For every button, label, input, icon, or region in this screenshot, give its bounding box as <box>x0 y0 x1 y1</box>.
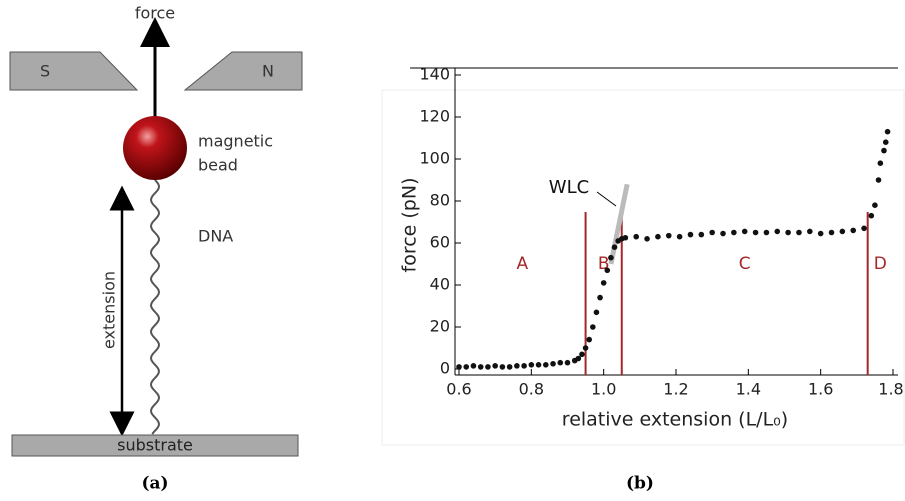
y-tick-label: 0 <box>440 359 450 378</box>
point <box>575 355 582 362</box>
x-tick-label: 1.0 <box>591 380 616 399</box>
y-tick-label: 60 <box>430 233 450 252</box>
point <box>492 363 498 369</box>
point <box>470 363 477 369</box>
bead <box>123 116 187 180</box>
x-tick-label: 1.6 <box>808 380 833 399</box>
point <box>872 202 878 208</box>
point <box>698 231 705 238</box>
force-label: force <box>135 4 175 23</box>
point <box>828 229 835 236</box>
dna-label: DNA <box>198 227 233 246</box>
point <box>586 336 592 343</box>
point <box>868 212 875 219</box>
point <box>785 229 791 236</box>
bead-label: magnetic <box>198 132 273 151</box>
substrate <box>11 434 299 457</box>
y-tick-label: 100 <box>419 149 450 168</box>
dna <box>149 179 161 435</box>
point <box>763 229 770 236</box>
magnet-label: N <box>262 62 274 81</box>
point <box>608 254 614 261</box>
y-tick-label: 120 <box>419 107 450 126</box>
point <box>579 351 585 358</box>
y-tick-label: 80 <box>430 191 450 210</box>
point <box>590 324 596 330</box>
point <box>687 231 694 238</box>
point <box>644 236 650 242</box>
point <box>655 233 661 240</box>
point <box>752 229 759 236</box>
caption: (a) <box>141 474 168 494</box>
point <box>720 230 726 237</box>
x-tick-label: 1.2 <box>663 380 688 399</box>
x-tick-label: 1.8 <box>878 380 903 399</box>
y-tick-label: 20 <box>430 317 450 336</box>
y-tick-label: 40 <box>430 275 450 294</box>
point <box>709 229 715 236</box>
region-label: D <box>874 254 887 274</box>
point <box>477 364 484 370</box>
point <box>877 160 884 166</box>
magnet-south <box>9 51 139 91</box>
x-tick-label: 1.4 <box>736 380 761 399</box>
magnet-north <box>183 51 303 91</box>
point <box>884 128 891 135</box>
point <box>528 362 535 368</box>
y-axis-label: force (pN) <box>399 178 421 273</box>
point <box>543 362 549 368</box>
x-axis-label: relative extension (L/L₀) <box>562 409 788 431</box>
point <box>600 280 607 286</box>
point <box>499 364 506 370</box>
point <box>741 228 748 235</box>
point <box>485 364 491 370</box>
point <box>817 230 824 237</box>
point <box>850 227 857 234</box>
y-tick-label: 140 <box>419 65 450 84</box>
point <box>521 363 527 369</box>
x-tick-label: 0.6 <box>446 380 471 399</box>
region-label: B <box>598 254 610 274</box>
point <box>597 294 603 301</box>
point <box>506 364 513 370</box>
wlc-label: WLC <box>549 177 589 198</box>
point <box>839 228 846 235</box>
point <box>881 147 887 154</box>
point <box>861 225 867 232</box>
point <box>882 139 889 145</box>
point <box>463 364 470 370</box>
point <box>676 233 683 240</box>
point <box>456 364 462 370</box>
point <box>796 229 802 236</box>
point <box>535 362 542 368</box>
region-label: C <box>739 254 751 274</box>
point <box>593 309 600 316</box>
point <box>611 244 618 250</box>
point <box>731 229 737 236</box>
wlc-leader <box>596 191 617 207</box>
caption: (b) <box>626 474 654 494</box>
x-tick-label: 0.8 <box>519 380 544 399</box>
point <box>582 345 589 351</box>
panel-frame <box>381 89 905 446</box>
point <box>875 177 882 183</box>
extension-label: extension <box>100 271 119 349</box>
bead-label: bead <box>198 156 238 175</box>
magnet-label: S <box>40 62 50 81</box>
point <box>633 233 640 240</box>
wlc-curve <box>608 183 630 265</box>
point <box>564 359 571 366</box>
point <box>604 267 611 274</box>
point <box>665 232 672 239</box>
point <box>514 363 520 369</box>
region-label: A <box>516 254 528 274</box>
point <box>774 228 781 235</box>
substrate-label: substrate <box>117 436 193 455</box>
point <box>622 234 629 241</box>
point <box>807 228 813 235</box>
point <box>557 359 564 366</box>
point <box>550 360 556 367</box>
